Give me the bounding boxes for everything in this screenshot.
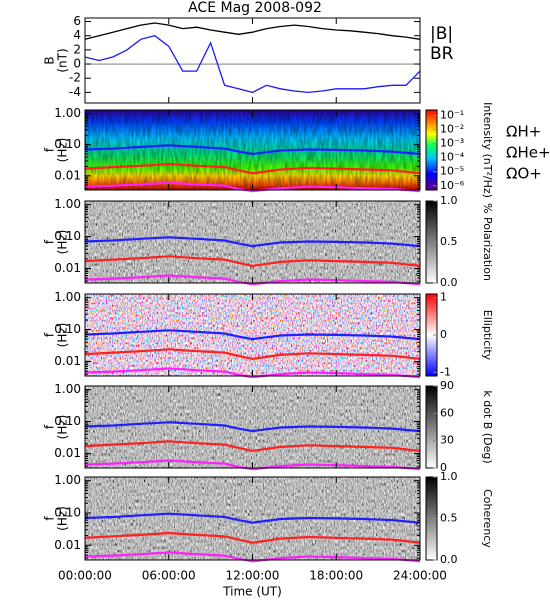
y-tick-label: 1.00: [54, 290, 81, 304]
colorbar: [425, 385, 438, 469]
y-tick-label: 0.10: [54, 505, 81, 519]
y-axis-label: (Hz): [56, 415, 70, 440]
colorbar-tick-label: -1: [440, 365, 451, 378]
colorbar-tick-label: 0: [440, 328, 447, 341]
y-tick-label: 1.00: [54, 473, 81, 487]
colorbar-tick-label: 0.0: [440, 553, 458, 566]
y-tick-label: 0.01: [54, 354, 81, 368]
x-axis-label: Time (UT): [222, 585, 282, 599]
x-tick-label: 18:00:00: [309, 569, 363, 583]
legend-label: ΩH+: [506, 123, 541, 141]
y-tick-label: 0.10: [54, 137, 81, 151]
y-axis-label: (Hz): [56, 323, 70, 348]
y-axis-label: f: [43, 424, 57, 429]
colorbar-tick-label: 10⁻¹: [440, 109, 464, 122]
y-axis-label: f: [43, 516, 57, 521]
x-tick-label: 00:00:00: [58, 569, 112, 583]
colorbar-label: Intensity (nT²/Hz): [481, 102, 494, 198]
colorbar-label: Coherency: [481, 489, 494, 548]
colorbar-label: % Polarization: [481, 203, 494, 281]
y-axis-label: f: [43, 147, 57, 152]
y-tick-label: 1.00: [54, 106, 81, 120]
y-tick-label: 2: [73, 42, 81, 56]
y-axis-label: (Hz): [56, 230, 70, 255]
legend-label: ΩO+: [506, 165, 542, 183]
series-line: [84, 255, 421, 268]
colorbar: [425, 109, 438, 191]
y-tick-label: 0: [73, 57, 81, 71]
series-line: [84, 34, 421, 94]
series-line: [84, 144, 421, 156]
series-line: [84, 421, 421, 433]
colorbar-tick-label: 1: [440, 291, 447, 304]
plot-frame: [84, 17, 421, 104]
series-line: [84, 531, 421, 544]
colorbar-label: Ellipticity: [481, 310, 494, 361]
colorbar-tick-label: 0.0: [440, 276, 458, 289]
series-line: [84, 22, 421, 40]
colorbar-tick-label: 0: [440, 461, 447, 474]
colorbar-tick-label: 10⁻²: [440, 123, 464, 136]
y-tick-label: 1.00: [54, 197, 81, 211]
colorbar-tick-label: 10⁻⁶: [440, 179, 465, 192]
y-tick-label: 4: [73, 28, 81, 42]
series-line: [84, 348, 421, 361]
chart-title: ACE Mag 2008-092: [188, 0, 322, 16]
colorbar-tick-label: 1.0: [440, 194, 458, 207]
y-axis-label: (Hz): [56, 138, 70, 163]
series-line: [84, 162, 421, 175]
y-tick-label: 0.10: [54, 414, 81, 428]
y-tick-label: 0.10: [54, 322, 81, 336]
x-tick-label: 12:00:00: [226, 569, 280, 583]
colorbar-tick-label: 0.5: [440, 235, 458, 248]
y-tick-label: 1.00: [54, 382, 81, 396]
colorbar-tick-label: 10⁻⁵: [440, 165, 464, 178]
y-axis-label: (nT): [56, 48, 70, 72]
colorbar-tick-label: 10⁻³: [440, 137, 464, 150]
y-tick-label: 0.01: [54, 446, 81, 460]
colorbar-tick-label: 0.5: [440, 512, 458, 525]
y-tick-label: -2: [69, 71, 81, 85]
colorbar-tick-label: 90: [440, 379, 454, 392]
y-axis-label: B: [43, 56, 57, 64]
colorbar-tick-label: 10⁻⁴: [440, 151, 465, 164]
x-tick-label: 06:00:00: [142, 569, 196, 583]
y-axis-label: (Hz): [56, 506, 70, 531]
legend-label: |B|: [430, 24, 453, 44]
series-line: [84, 512, 421, 524]
series-line: [84, 440, 421, 453]
x-tick-label: 24:00:00: [393, 569, 447, 583]
y-tick-label: 0.01: [54, 261, 81, 275]
y-tick-label: 6: [73, 14, 81, 28]
legend-label: ΩHe+: [506, 144, 550, 162]
y-tick-label: 0.10: [54, 229, 81, 243]
series-line: [84, 236, 421, 248]
colorbar-tick-label: 30: [440, 434, 454, 447]
y-tick-label: 0.01: [54, 538, 81, 552]
y-axis-label: f: [43, 332, 57, 337]
y-axis-label: f: [43, 239, 57, 244]
colorbar-tick-label: 1.0: [440, 470, 458, 483]
colorbar-label: k dot B (Deg): [481, 390, 494, 463]
legend-label: BR: [430, 44, 454, 64]
series-line: [84, 329, 421, 341]
y-tick-label: 0.01: [54, 168, 81, 182]
colorbar-tick-label: 60: [440, 406, 454, 419]
y-tick-label: -4: [69, 85, 81, 99]
